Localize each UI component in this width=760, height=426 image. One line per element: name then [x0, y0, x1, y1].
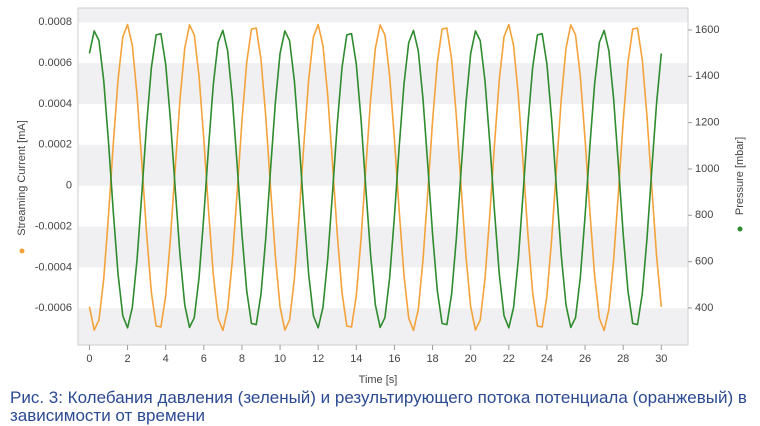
- x-tick-label: 30: [655, 353, 667, 365]
- x-tick-label: 22: [503, 353, 515, 365]
- y2-tick-label: 1400: [695, 70, 719, 82]
- y2-tick-label: 1600: [695, 24, 719, 36]
- caption: Рис. 3: Колебания давления (зеленый) и р…: [10, 388, 747, 425]
- x-tick-label: 28: [617, 353, 629, 365]
- x-tick-label: 4: [163, 353, 169, 365]
- x-tick-label: 26: [579, 353, 591, 365]
- x-tick-label: 10: [274, 353, 286, 365]
- y-tick-label: -0.0006: [35, 302, 72, 314]
- chart: Time [s] Streaming Current [mA] Pressure…: [16, 7, 746, 386]
- axis-color-dot: [19, 248, 25, 254]
- y-tick-label: 0: [66, 180, 72, 192]
- grid-band: [78, 308, 688, 345]
- x-tick-label: 12: [312, 353, 324, 365]
- grid-band: [78, 144, 688, 186]
- y-tick-label: -0.0002: [35, 220, 72, 232]
- plot-frame: [77, 7, 689, 346]
- axis-color-dot: [737, 226, 743, 232]
- y2-axis-label: Pressure [mbar]: [734, 137, 746, 215]
- y2-tick-label: 600: [695, 256, 713, 268]
- x-tick-label: 6: [201, 353, 207, 365]
- plot: -0.0006 -0.0004 -0.0002 0 0.0002 0.0004 0.0006…: [19, 7, 743, 365]
- x-tick-label: 24: [541, 353, 553, 365]
- x-tick-label: 20: [465, 353, 477, 365]
- x-tick-label: 16: [388, 353, 400, 365]
- x-axis-label: Time [s]: [359, 374, 398, 386]
- y-tick-label: 0.0006: [38, 57, 72, 69]
- x-tick-label: 2: [125, 353, 131, 365]
- series-line: [88, 29, 663, 329]
- x-tick-label: 0: [86, 353, 92, 365]
- y2-tick-label: 400: [695, 302, 713, 314]
- y-tick-label: 0.0002: [38, 139, 72, 151]
- y-tick-label: 0.0008: [38, 16, 72, 28]
- y-tick-label: -0.0004: [35, 261, 72, 273]
- y-axis-label: Streaming Current [mA]: [16, 120, 28, 236]
- x-tick-label: 8: [239, 353, 245, 365]
- grid-band: [78, 8, 688, 23]
- x-tick-label: 14: [350, 353, 362, 365]
- x-tick-label: 18: [426, 353, 438, 365]
- y2-tick-label: 1000: [695, 163, 719, 175]
- y2-tick-label: 1200: [695, 117, 719, 129]
- y-tick-label: 0.0004: [38, 98, 72, 110]
- series-line: [88, 23, 663, 332]
- y2-tick-label: 800: [695, 209, 713, 221]
